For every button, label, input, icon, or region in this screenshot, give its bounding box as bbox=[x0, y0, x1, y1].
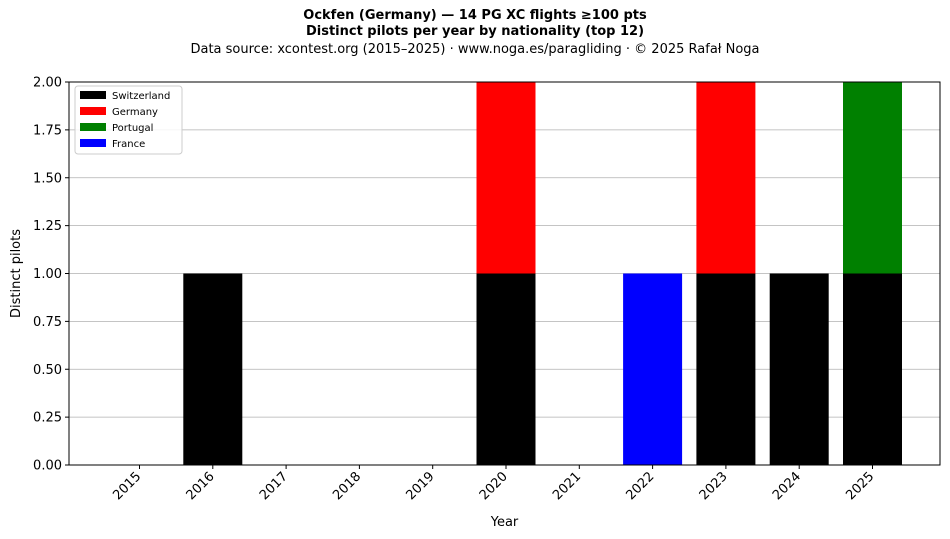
bar-switzerland bbox=[769, 273, 829, 465]
bar-germany bbox=[696, 82, 756, 274]
chart-subtitle: Distinct pilots per year by nationality … bbox=[305, 24, 645, 39]
y-tick-label: 0.50 bbox=[33, 363, 62, 378]
legend-swatch bbox=[80, 139, 106, 147]
x-tick-label: 2018 bbox=[330, 469, 364, 503]
x-axis-label: Year bbox=[490, 515, 519, 530]
y-tick-label: 2.00 bbox=[33, 76, 62, 91]
x-tick-label: 2015 bbox=[110, 469, 144, 503]
legend-swatch bbox=[80, 107, 106, 115]
x-tick-label: 2024 bbox=[770, 469, 804, 503]
legend-label: Germany bbox=[112, 107, 158, 118]
x-tick-label: 2019 bbox=[404, 469, 438, 503]
x-tick-label: 2025 bbox=[843, 469, 877, 503]
bar-switzerland bbox=[183, 273, 243, 465]
y-tick-label: 1.25 bbox=[33, 219, 62, 234]
x-tick-label: 2021 bbox=[550, 469, 584, 503]
x-tick-label: 2022 bbox=[623, 469, 657, 503]
bar-switzerland bbox=[843, 273, 902, 465]
y-tick-label: 1.00 bbox=[33, 267, 62, 282]
y-axis-label: Distinct pilots bbox=[9, 229, 24, 318]
legend-label: Portugal bbox=[112, 123, 153, 134]
y-tick-label: 0.75 bbox=[33, 315, 62, 330]
legend: Switzerland Germany Portugal France bbox=[74, 85, 183, 155]
x-tick-label: 2023 bbox=[697, 469, 731, 503]
y-tick-label: 0.00 bbox=[33, 459, 62, 474]
x-tick-label: 2016 bbox=[184, 469, 218, 503]
bar-switzerland bbox=[476, 273, 536, 465]
bar-portugal bbox=[843, 82, 902, 274]
legend-box bbox=[74, 85, 183, 155]
x-tick-label: 2017 bbox=[257, 469, 291, 503]
legend-label: Switzerland bbox=[112, 91, 170, 102]
x-tick-label: 2020 bbox=[477, 469, 511, 503]
legend-label: France bbox=[112, 139, 145, 150]
legend-swatch bbox=[80, 123, 106, 131]
chart-source: Data source: xcontest.org (2015–2025) · … bbox=[190, 42, 760, 57]
bar-france bbox=[623, 273, 683, 465]
bar-germany bbox=[476, 82, 536, 274]
legend-swatch bbox=[80, 91, 106, 99]
bar-switzerland bbox=[696, 273, 756, 465]
y-tick-label: 1.50 bbox=[33, 171, 62, 186]
y-tick-label: 1.75 bbox=[33, 123, 62, 138]
y-tick-label: 0.25 bbox=[33, 411, 62, 426]
chart-title: Ockfen (Germany) — 14 PG XC flights ≥100… bbox=[303, 8, 647, 23]
